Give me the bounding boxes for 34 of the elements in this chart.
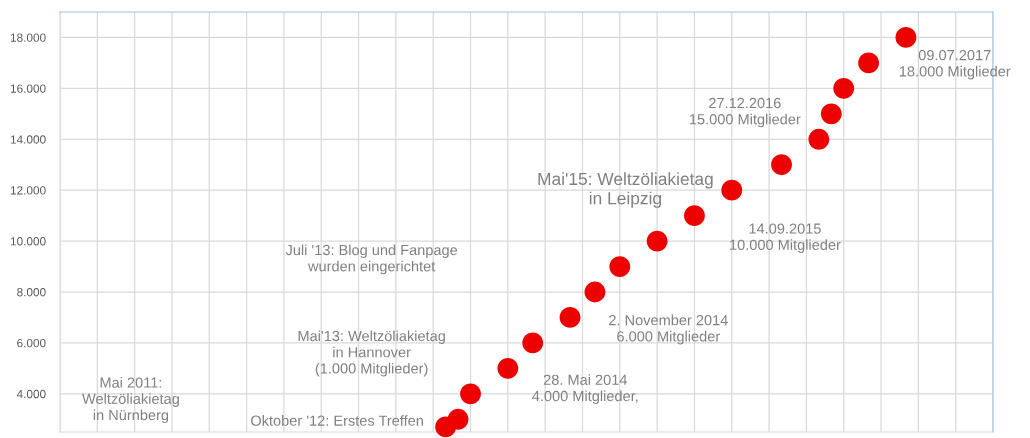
point — [858, 52, 880, 74]
point — [559, 307, 581, 328]
y-tick-label: 4.000 — [16, 389, 46, 399]
y-tick-label: 18.000 — [10, 33, 46, 42]
point — [584, 281, 606, 303]
y-tick-label: 6.000 — [17, 338, 46, 348]
annotation: 28. Mai 2014 4.000 Mitglieder, — [532, 374, 638, 405]
annotation: 2. November 2014 6.000 Mitglieder — [609, 314, 728, 345]
point — [771, 154, 792, 176]
point — [609, 256, 631, 277]
point — [460, 383, 481, 405]
point — [684, 205, 705, 227]
point — [497, 357, 519, 379]
point — [833, 77, 855, 99]
y-tick-label: 16.000 — [10, 84, 46, 93]
annotation: 27.12.2016 15.000 Mitglieder — [690, 97, 801, 128]
y-tick-label: 14.000 — [10, 135, 46, 144]
annotation: 14.09.2015 10.000 Mitglieder — [730, 223, 841, 253]
annotation: Mai 2011: Weltzöliakietag in Nürnberg — [82, 377, 179, 424]
annotation: Juli '13: Blog und Fanpage wurden eingerichtet — [285, 244, 458, 275]
point — [522, 332, 544, 354]
point — [447, 408, 469, 430]
point — [808, 128, 830, 150]
y-tick-label: 10.000 — [10, 237, 46, 246]
y-tick-label: 12.000 — [10, 186, 46, 195]
annotation: Mai'15: Weltzöliakietag in Leipzig — [538, 172, 713, 208]
annotation: 09.07.2017 18.000 Mitglieder — [899, 49, 1011, 80]
point — [895, 27, 917, 48]
point — [820, 103, 842, 125]
point — [721, 179, 743, 201]
point — [646, 230, 668, 252]
annotation: Oktober '12: Erstes Treffen — [251, 415, 423, 426]
y-tick-label: 8.000 — [17, 288, 46, 297]
annotation: Mai'13: Weltzöliakietag in Hannover (1.000 Mitglieder) — [298, 330, 445, 377]
